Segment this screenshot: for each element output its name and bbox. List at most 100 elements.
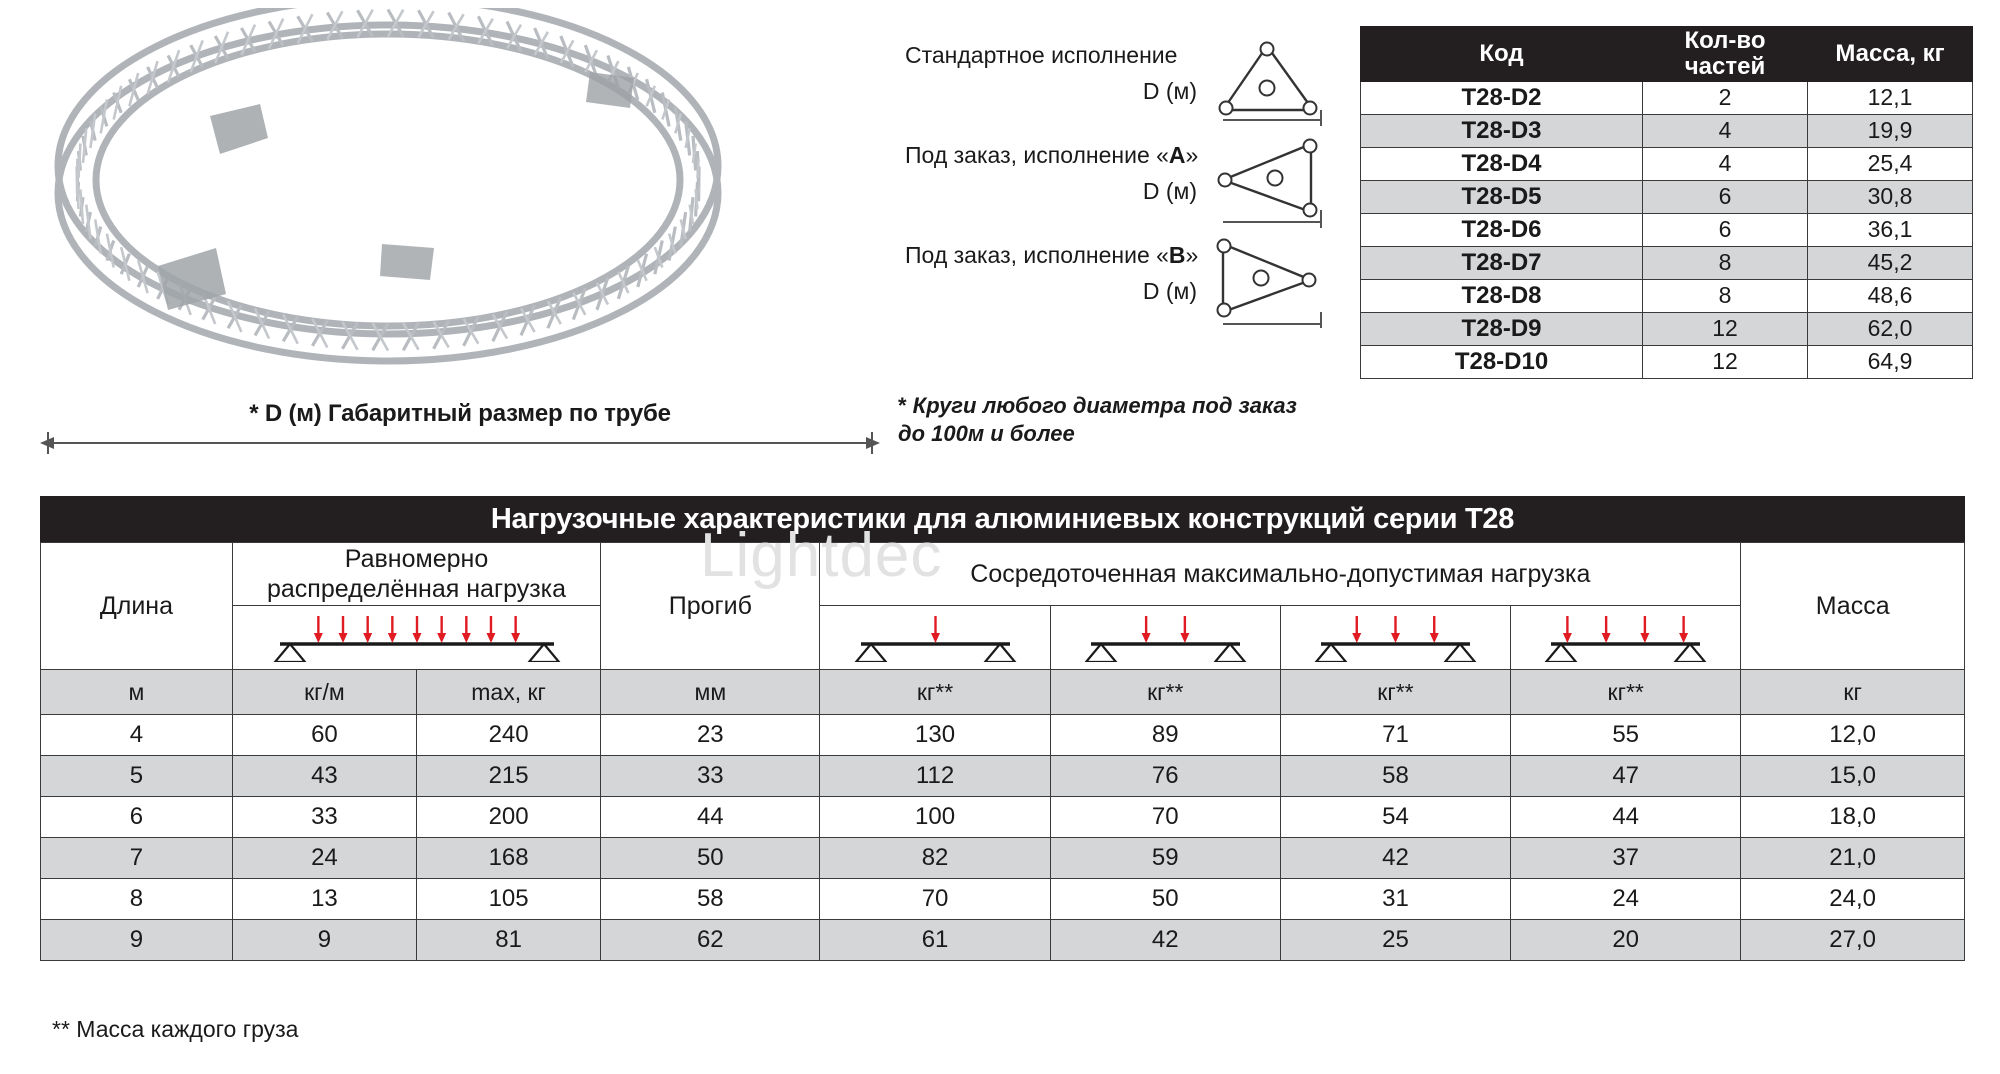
- code-cell: T28-D2: [1360, 80, 1643, 115]
- code-cell: T28-D5: [1360, 179, 1643, 214]
- parts-cell: 12: [1642, 344, 1808, 379]
- load-table-beam-diagram-row: [41, 605, 1965, 670]
- cell-c2: 70: [1049, 796, 1281, 838]
- truss-cross-section-up-icon: [1218, 41, 1322, 126]
- cell-max_kg: 168: [416, 837, 602, 879]
- load-table-title: Нагрузочные характеристики для алюминиев…: [40, 496, 1965, 542]
- unit-cell: м: [40, 669, 233, 715]
- cell-deflection: 62: [600, 919, 821, 961]
- cell-deflection: 44: [600, 796, 821, 838]
- dimension-arrow: [40, 432, 880, 454]
- cell-c2: 89: [1049, 714, 1281, 756]
- code-table-header-row: Код Кол-во частей Масса, кг: [1360, 26, 1973, 82]
- beam-diagram-3-loads: [1279, 605, 1512, 670]
- variant-b-d-label: D (м): [1142, 278, 1197, 304]
- unit-cell: кг**: [1510, 669, 1742, 715]
- cell-length: 9: [40, 919, 233, 961]
- cell-c3: 54: [1279, 796, 1512, 838]
- cell-c1: 70: [819, 878, 1051, 920]
- order-note-line2: до 100м и более: [898, 420, 1075, 446]
- cell-c2: 76: [1049, 755, 1281, 797]
- variant-b-label: Под заказ, исполнение «B»: [905, 242, 1199, 268]
- header-concentrated-load: Сосредоточенная максимально-допустимая н…: [819, 542, 1742, 606]
- code-table-row: T28-D8 8 48,6: [1360, 278, 1973, 313]
- unit-cell: мм: [600, 669, 821, 715]
- parts-cell: 6: [1642, 212, 1808, 247]
- beam-diagram-4-loads: [1510, 605, 1742, 670]
- cell-length: 7: [40, 837, 233, 879]
- circular-truss-illustration: [30, 8, 890, 388]
- code-cell: T28-D7: [1360, 245, 1643, 280]
- code-table-row: T28-D5 6 30,8: [1360, 179, 1973, 214]
- cell-kg_per_m: 24: [231, 837, 418, 879]
- unit-cell: max, кг: [416, 669, 602, 715]
- code-cell: T28-D3: [1360, 113, 1643, 148]
- code-table-header-mass: Масса, кг: [1807, 26, 1973, 82]
- code-table-row: T28-D6 6 36,1: [1360, 212, 1973, 247]
- load-table-footnote: ** Масса каждого груза: [52, 1016, 299, 1042]
- cell-c3: 42: [1279, 837, 1512, 879]
- code-cell: T28-D8: [1360, 278, 1643, 313]
- cell-c1: 82: [819, 837, 1051, 879]
- parts-cell: 2: [1642, 80, 1808, 115]
- variant-standard-d-label: D (м): [1142, 78, 1197, 104]
- mass-cell: 48,6: [1807, 278, 1973, 313]
- cell-max_kg: 81: [416, 919, 602, 961]
- cell-c4: 24: [1510, 878, 1742, 920]
- cell-c1: 130: [819, 714, 1051, 756]
- order-note-star: *: [898, 393, 907, 418]
- mass-cell: 36,1: [1807, 212, 1973, 247]
- code-table-row: T28-D2 2 12,1: [1360, 80, 1973, 115]
- cell-deflection: 50: [600, 837, 821, 879]
- cell-c3: 58: [1279, 755, 1512, 797]
- cell-max_kg: 200: [416, 796, 602, 838]
- cell-c1: 61: [819, 919, 1051, 961]
- load-table-header-row-1: Длина Равномерно распределённая нагрузка …: [40, 542, 1965, 670]
- cell-c4: 20: [1510, 919, 1742, 961]
- execution-variants: Стандартное исполнение D (м) Под заказ, …: [905, 30, 1335, 360]
- beam-diagram-1-load: [819, 605, 1051, 670]
- code-table-row: T28-D9 12 62,0: [1360, 311, 1973, 346]
- variant-a-label: Под заказ, исполнение «A»: [905, 142, 1199, 168]
- unit-cell: кг**: [1279, 669, 1512, 715]
- parts-cell: 4: [1642, 146, 1808, 181]
- cell-mass: 27,0: [1740, 919, 1965, 961]
- cell-kg_per_m: 60: [231, 714, 418, 756]
- cell-mass: 15,0: [1740, 755, 1965, 797]
- cell-kg_per_m: 9: [231, 919, 418, 961]
- truss-cross-section-right-icon: [1216, 238, 1322, 328]
- code-table-row: T28-D3 4 19,9: [1360, 113, 1973, 148]
- load-table-units-row: м кг/м max, кг мм кг** кг** кг** кг** кг: [40, 669, 1965, 715]
- code-table-row: T28-D10 12 64,9: [1360, 344, 1973, 379]
- parts-cell: 8: [1642, 278, 1808, 313]
- unit-cell: кг/м: [231, 669, 418, 715]
- cell-c1: 112: [819, 755, 1051, 797]
- cell-deflection: 23: [600, 714, 821, 756]
- cell-mass: 21,0: [1740, 837, 1965, 879]
- cell-kg_per_m: 33: [231, 796, 418, 838]
- variant-b: Под заказ, исполнение «B» D (м): [905, 230, 1335, 330]
- load-table: Длина Равномерно распределённая нагрузка …: [40, 542, 1965, 961]
- unit-cell: кг**: [819, 669, 1051, 715]
- beam-diagram-distributed: [231, 605, 602, 670]
- cell-c2: 59: [1049, 837, 1281, 879]
- cell-mass: 24,0: [1740, 878, 1965, 920]
- mass-cell: 12,1: [1807, 80, 1973, 115]
- cell-deflection: 33: [600, 755, 821, 797]
- cell-max_kg: 240: [416, 714, 602, 756]
- cell-c3: 31: [1279, 878, 1512, 920]
- mass-cell: 25,4: [1807, 146, 1973, 181]
- mass-cell: 64,9: [1807, 344, 1973, 379]
- mass-cell: 45,2: [1807, 245, 1973, 280]
- cell-kg_per_m: 43: [231, 755, 418, 797]
- cell-length: 8: [40, 878, 233, 920]
- mass-cell: 62,0: [1807, 311, 1973, 346]
- cell-mass: 18,0: [1740, 796, 1965, 838]
- header-mass: Масса: [1740, 542, 1965, 670]
- unit-cell: кг: [1740, 669, 1965, 715]
- top-section: * D (м) Габаритный размер по трубе Станд…: [0, 0, 2000, 470]
- code-table-row: T28-D4 4 25,4: [1360, 146, 1973, 181]
- mass-cell: 19,9: [1807, 113, 1973, 148]
- cell-c4: 37: [1510, 837, 1742, 879]
- table-row: 4 60 240 23 130 89 71 55 12,0: [40, 714, 1965, 756]
